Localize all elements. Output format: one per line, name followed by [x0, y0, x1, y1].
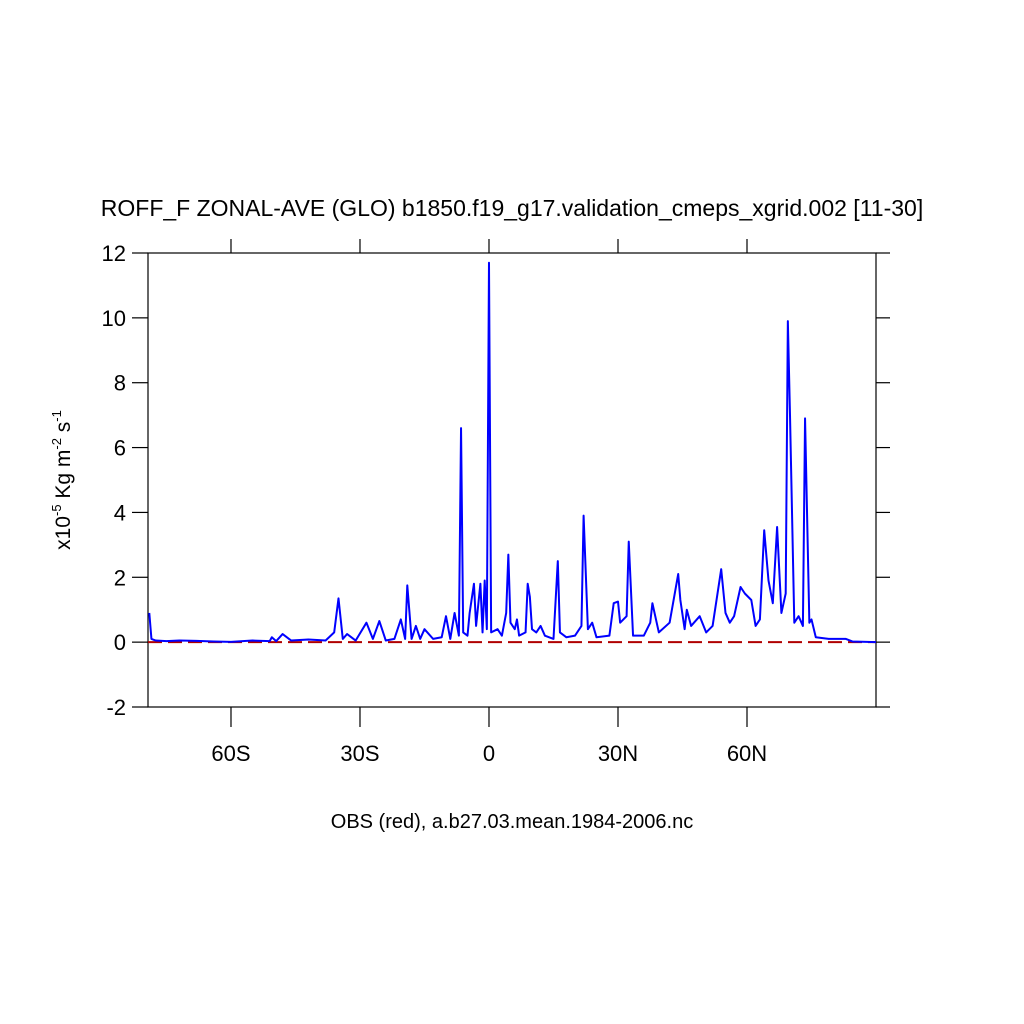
y-tick-label: 12	[102, 241, 126, 266]
x-tick-label: 60S	[211, 741, 250, 766]
y-tick-label: 4	[114, 500, 126, 525]
y-label-superscript: -1	[49, 410, 64, 422]
y-label-superscript: -2	[49, 438, 64, 450]
plot-frame	[147, 252, 877, 708]
y-tick-label: 8	[114, 371, 126, 396]
y-label-part: x10	[52, 516, 75, 550]
y-tick-label: 6	[114, 436, 126, 461]
y-label-part: s	[52, 422, 75, 438]
y-axis-label: x10-5 Kg m-2 s-1	[49, 410, 75, 550]
x-tick-label: 60N	[727, 741, 767, 766]
x-tick-label: 30S	[340, 741, 379, 766]
y-tick-label: 0	[114, 630, 126, 655]
x-tick-label: 30N	[598, 741, 638, 766]
y-tick-label: 10	[102, 306, 126, 331]
x-axis-label: OBS (red), a.b27.03.mean.1984-2006.nc	[331, 811, 693, 833]
y-label-superscript: -5	[49, 504, 64, 516]
chart-title: ROFF_F ZONAL-AVE (GLO) b1850.f19_g17.val…	[101, 195, 923, 221]
y-tick-label: 2	[114, 565, 126, 590]
x-tick-label: 0	[483, 741, 495, 766]
series-line	[148, 261, 877, 644]
y-tick-label: -2	[106, 695, 126, 720]
y-label-part: Kg m	[52, 450, 75, 505]
